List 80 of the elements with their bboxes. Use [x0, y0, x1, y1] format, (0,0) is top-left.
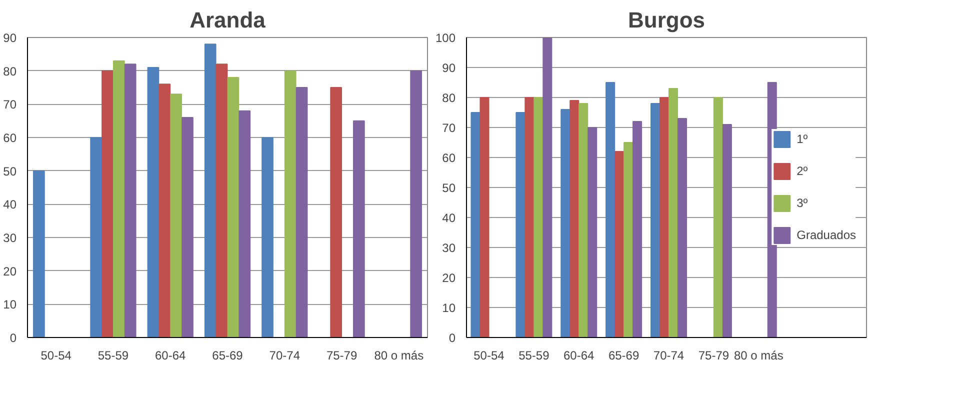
- bar: [158, 84, 171, 338]
- y-tick-label: 10: [3, 298, 17, 312]
- y-tick-label: 60: [442, 151, 456, 165]
- legend-label: 2º: [796, 164, 809, 178]
- x-tick-label: 70-74: [653, 348, 684, 362]
- chart-title: Aranda: [190, 8, 266, 32]
- x-tick-label: 75-79: [698, 348, 730, 362]
- legend-label: 1º: [796, 132, 809, 146]
- y-tick-label: 0: [448, 331, 456, 345]
- y-tick-label: 90: [442, 61, 456, 75]
- bar: [102, 70, 114, 338]
- bar: [677, 118, 687, 338]
- y-tick-label: 20: [3, 264, 17, 278]
- x-tick-label: 75-79: [326, 348, 358, 362]
- y-tick-label: 80: [442, 91, 456, 105]
- bar: [216, 64, 228, 338]
- x-tick-label: 50-54: [474, 348, 505, 362]
- x-tick-label: 55-59: [98, 348, 129, 362]
- x-tick-label: 65-69: [212, 348, 244, 362]
- bar: [147, 67, 160, 338]
- bar: [238, 110, 251, 338]
- y-tick-label: 60: [3, 131, 17, 145]
- bar: [578, 103, 588, 338]
- bar: [722, 124, 732, 338]
- bar: [534, 97, 544, 338]
- bar: [606, 82, 616, 338]
- bar: [353, 120, 365, 338]
- x-tick-label: 65-69: [608, 348, 640, 362]
- x-tick-label: 80 o más: [374, 348, 424, 362]
- bar: [480, 97, 490, 338]
- bar: [524, 97, 534, 338]
- bar: [33, 170, 45, 338]
- chart-title: Burgos: [628, 8, 705, 32]
- bar: [624, 142, 634, 338]
- y-tick-label: 40: [3, 198, 17, 212]
- bar: [516, 112, 526, 338]
- y-tick-label: 80: [3, 64, 17, 78]
- bar: [570, 100, 580, 338]
- y-tick-label: 50: [442, 181, 456, 195]
- bar: [650, 103, 660, 338]
- bar: [182, 117, 194, 338]
- y-tick-label: 100: [435, 31, 456, 45]
- bar: [668, 88, 678, 338]
- bar: [113, 60, 125, 338]
- x-tick-label: 50-54: [40, 348, 72, 362]
- bar: [632, 121, 642, 338]
- bar: [330, 87, 342, 338]
- y-tick-label: 40: [442, 211, 456, 225]
- y-tick-label: 0: [10, 331, 17, 345]
- bar: [284, 70, 296, 338]
- x-tick-label: 60-64: [564, 348, 595, 362]
- bar: [296, 87, 308, 338]
- bar: [588, 127, 598, 338]
- y-tick-label: 90: [3, 31, 17, 45]
- y-tick-label: 20: [442, 271, 456, 285]
- bar: [542, 38, 552, 338]
- bar: [410, 70, 422, 338]
- legend-label: 3º: [796, 196, 809, 210]
- bar: [124, 64, 136, 338]
- bar: [470, 112, 480, 338]
- bar: [90, 137, 102, 338]
- y-tick-label: 10: [442, 301, 456, 315]
- bar: [659, 97, 670, 338]
- y-tick-label: 70: [442, 121, 456, 135]
- y-tick-label: 30: [3, 231, 17, 245]
- bar: [262, 137, 274, 338]
- x-tick-label: 60-64: [155, 348, 186, 362]
- bar: [713, 97, 723, 338]
- y-tick-label: 50: [3, 164, 17, 178]
- y-tick-label: 30: [442, 241, 456, 255]
- x-tick-label: 80 o más: [734, 348, 784, 362]
- y-tick-label: 70: [3, 98, 17, 112]
- bar: [227, 77, 240, 338]
- bar: [560, 109, 570, 338]
- bar: [204, 44, 216, 338]
- x-tick-label: 70-74: [269, 348, 300, 362]
- bar: [614, 151, 624, 338]
- x-tick-label: 55-59: [518, 348, 550, 362]
- legend-label: Graduados: [796, 228, 856, 242]
- bar: [170, 94, 182, 338]
